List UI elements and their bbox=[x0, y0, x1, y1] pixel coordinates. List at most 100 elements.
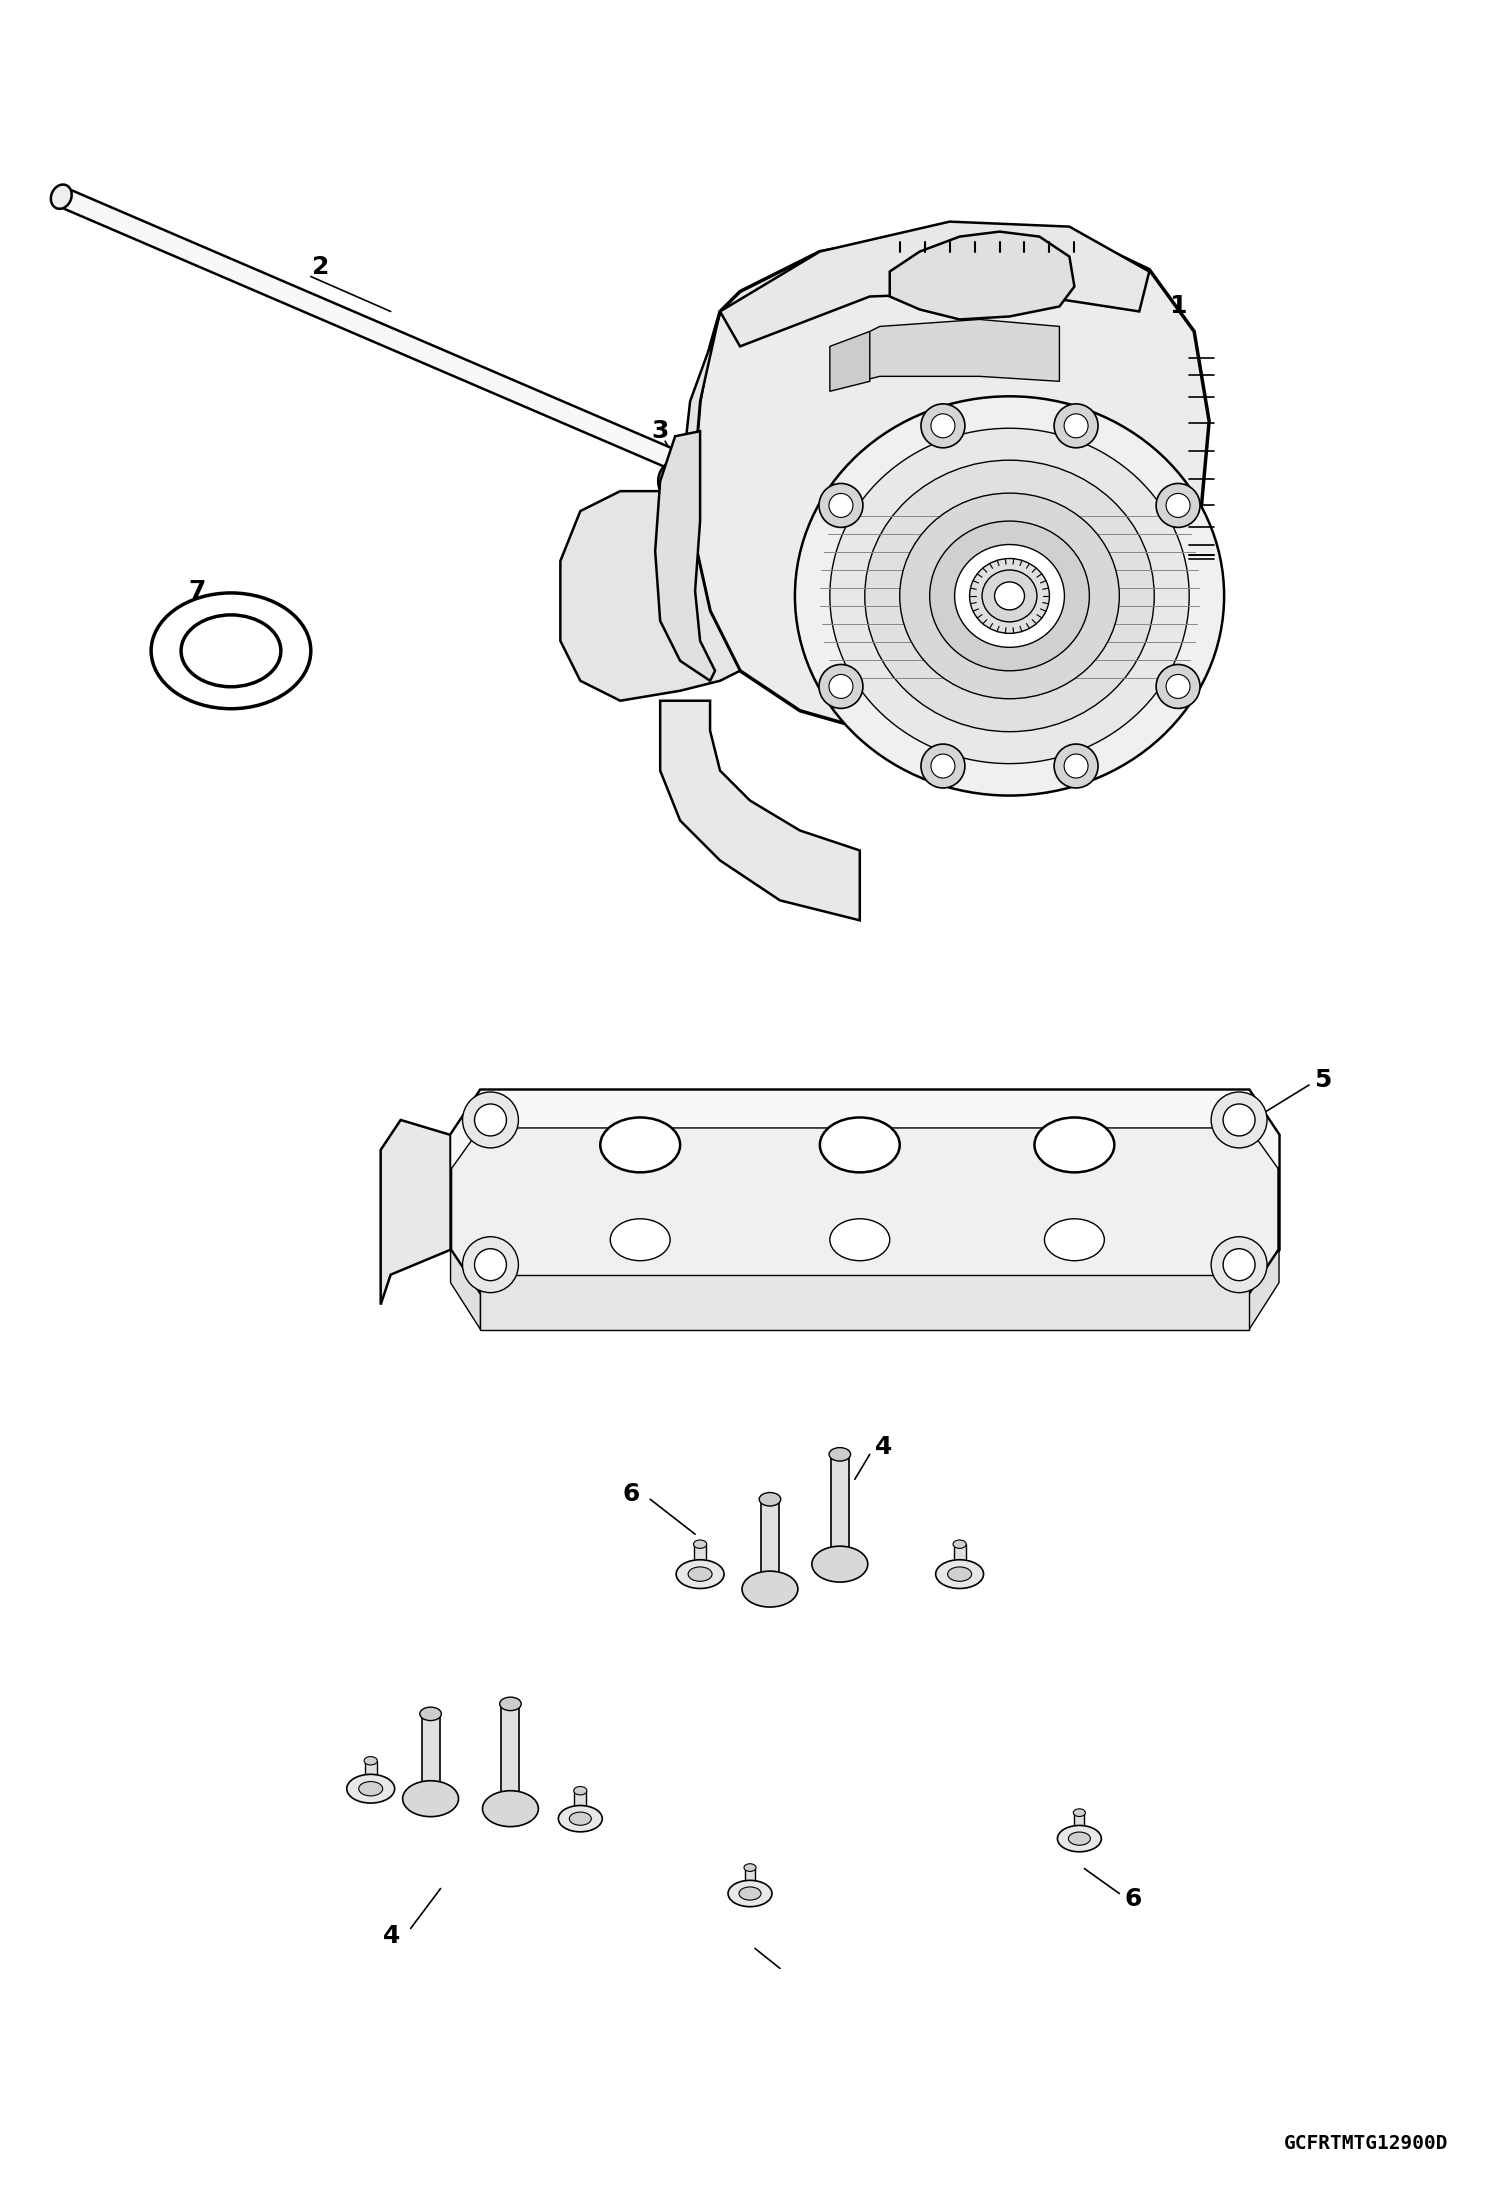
Polygon shape bbox=[1249, 1250, 1279, 1329]
Polygon shape bbox=[691, 226, 1209, 730]
Text: 6: 6 bbox=[1125, 1886, 1141, 1910]
Polygon shape bbox=[831, 1454, 849, 1564]
Circle shape bbox=[463, 1092, 518, 1147]
Ellipse shape bbox=[728, 1879, 771, 1906]
Ellipse shape bbox=[151, 592, 310, 708]
Circle shape bbox=[1064, 414, 1088, 439]
Ellipse shape bbox=[1058, 1825, 1101, 1851]
Circle shape bbox=[1224, 1103, 1255, 1136]
Ellipse shape bbox=[830, 1219, 890, 1261]
Ellipse shape bbox=[983, 570, 1037, 623]
Circle shape bbox=[1156, 664, 1200, 708]
Text: 6: 6 bbox=[623, 1482, 640, 1507]
Circle shape bbox=[1212, 1237, 1267, 1292]
Polygon shape bbox=[57, 186, 704, 480]
Polygon shape bbox=[830, 331, 870, 390]
Ellipse shape bbox=[828, 1447, 851, 1461]
Ellipse shape bbox=[482, 1792, 538, 1827]
Polygon shape bbox=[954, 1544, 966, 1575]
Ellipse shape bbox=[569, 1811, 592, 1825]
Polygon shape bbox=[574, 1792, 586, 1818]
Circle shape bbox=[1165, 675, 1189, 697]
Circle shape bbox=[828, 493, 852, 518]
Ellipse shape bbox=[500, 1697, 521, 1711]
Polygon shape bbox=[364, 1761, 376, 1789]
Circle shape bbox=[1064, 754, 1088, 779]
Ellipse shape bbox=[830, 428, 1189, 763]
Ellipse shape bbox=[181, 614, 280, 686]
Ellipse shape bbox=[900, 493, 1119, 700]
Ellipse shape bbox=[358, 1781, 382, 1796]
Circle shape bbox=[658, 458, 703, 502]
Text: 4: 4 bbox=[383, 1925, 400, 1947]
Polygon shape bbox=[380, 1121, 451, 1305]
Text: 7: 7 bbox=[189, 579, 205, 603]
Ellipse shape bbox=[559, 1805, 602, 1831]
Circle shape bbox=[1156, 482, 1200, 526]
Polygon shape bbox=[745, 1868, 755, 1893]
Ellipse shape bbox=[954, 544, 1065, 647]
Circle shape bbox=[828, 675, 852, 697]
Polygon shape bbox=[694, 1544, 706, 1575]
Ellipse shape bbox=[1074, 1809, 1086, 1816]
Circle shape bbox=[475, 1248, 506, 1281]
Circle shape bbox=[1165, 493, 1189, 518]
Ellipse shape bbox=[930, 522, 1089, 671]
Circle shape bbox=[1224, 1248, 1255, 1281]
Circle shape bbox=[1055, 743, 1098, 787]
Ellipse shape bbox=[574, 1787, 587, 1794]
Ellipse shape bbox=[812, 1546, 867, 1581]
Polygon shape bbox=[451, 1090, 1279, 1294]
Ellipse shape bbox=[610, 1219, 670, 1261]
Text: GCFRTMTG12900D: GCFRTMTG12900D bbox=[1284, 2134, 1449, 2154]
Circle shape bbox=[463, 1237, 518, 1292]
Ellipse shape bbox=[864, 461, 1155, 732]
Text: 2: 2 bbox=[312, 254, 330, 279]
Polygon shape bbox=[761, 1500, 779, 1590]
Circle shape bbox=[668, 469, 692, 493]
Ellipse shape bbox=[948, 1568, 972, 1581]
Ellipse shape bbox=[364, 1757, 377, 1765]
Ellipse shape bbox=[691, 461, 710, 480]
Text: 4: 4 bbox=[875, 1436, 893, 1458]
Ellipse shape bbox=[745, 1864, 756, 1871]
Polygon shape bbox=[560, 311, 740, 702]
Circle shape bbox=[475, 1103, 506, 1136]
Circle shape bbox=[1212, 1092, 1267, 1147]
Polygon shape bbox=[451, 1250, 481, 1329]
Polygon shape bbox=[502, 1704, 520, 1809]
Circle shape bbox=[819, 482, 863, 526]
Ellipse shape bbox=[419, 1706, 442, 1722]
Polygon shape bbox=[661, 702, 860, 921]
Ellipse shape bbox=[953, 1539, 966, 1548]
Text: 5: 5 bbox=[1314, 1068, 1332, 1092]
Circle shape bbox=[921, 404, 965, 447]
Ellipse shape bbox=[601, 1118, 680, 1173]
Ellipse shape bbox=[936, 1559, 984, 1588]
Ellipse shape bbox=[1035, 1118, 1115, 1173]
Polygon shape bbox=[840, 320, 1059, 386]
Polygon shape bbox=[451, 1090, 1279, 1169]
Text: 3: 3 bbox=[652, 419, 668, 443]
Circle shape bbox=[930, 754, 954, 779]
Ellipse shape bbox=[694, 1539, 707, 1548]
Ellipse shape bbox=[403, 1781, 458, 1816]
Polygon shape bbox=[421, 1715, 439, 1798]
Ellipse shape bbox=[969, 559, 1050, 634]
Ellipse shape bbox=[51, 184, 72, 208]
Polygon shape bbox=[655, 432, 715, 680]
Ellipse shape bbox=[739, 1886, 761, 1899]
Ellipse shape bbox=[346, 1774, 394, 1803]
Ellipse shape bbox=[688, 1568, 712, 1581]
Circle shape bbox=[930, 414, 954, 439]
Polygon shape bbox=[481, 1274, 1249, 1329]
Ellipse shape bbox=[742, 1570, 798, 1607]
Polygon shape bbox=[1074, 1814, 1085, 1838]
Circle shape bbox=[1055, 404, 1098, 447]
Ellipse shape bbox=[819, 1118, 900, 1173]
Polygon shape bbox=[721, 221, 1149, 346]
Ellipse shape bbox=[676, 1559, 724, 1588]
Ellipse shape bbox=[795, 397, 1224, 796]
Ellipse shape bbox=[1068, 1831, 1091, 1844]
Circle shape bbox=[819, 664, 863, 708]
